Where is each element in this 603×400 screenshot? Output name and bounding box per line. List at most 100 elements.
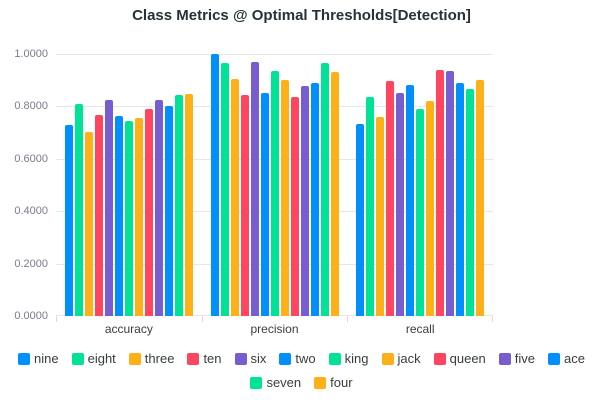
y-tick-label: 0.6000 — [14, 152, 48, 165]
bar-three-recall[interactable] — [376, 117, 385, 316]
plot-area — [56, 54, 493, 322]
legend-label: six — [250, 351, 267, 366]
bar-nine-recall[interactable] — [356, 124, 365, 316]
bar-ace-precision[interactable] — [310, 83, 319, 316]
bar-jack-accuracy[interactable] — [134, 117, 143, 316]
x-axis-ticks — [56, 316, 493, 322]
legend-row: nine eight three ten six two king jack queen five… — [18, 351, 585, 366]
legend-label: nine — [34, 351, 59, 366]
legend-item-eight[interactable]: eight — [71, 351, 116, 366]
y-tick-label: 0.2000 — [14, 257, 48, 270]
legend-label: two — [295, 351, 316, 366]
bar-five-precision[interactable] — [300, 86, 309, 316]
bar-six-precision[interactable] — [250, 62, 259, 316]
gridline — [56, 54, 493, 55]
legend-item-four[interactable]: four — [314, 375, 353, 390]
bar-group-precision — [202, 54, 348, 316]
legend-label: three — [144, 351, 175, 366]
legend-label: queen — [449, 351, 486, 366]
bar-ten-recall[interactable] — [386, 80, 395, 316]
bar-six-accuracy[interactable] — [104, 99, 113, 316]
legend-label: eight — [87, 351, 116, 366]
bar-three-accuracy[interactable] — [84, 131, 93, 316]
bar-jack-precision[interactable] — [280, 79, 289, 316]
bar-king-accuracy[interactable] — [124, 121, 133, 316]
legend-item-nine[interactable]: nine — [18, 351, 59, 366]
legend-label: four — [330, 375, 353, 390]
bar-five-accuracy[interactable] — [154, 99, 163, 316]
legend-item-ten[interactable]: ten — [187, 351, 222, 366]
bar-queen-precision[interactable] — [290, 97, 299, 316]
legend-marker-icon — [279, 352, 292, 365]
legend-marker-icon — [18, 352, 31, 365]
bar-six-recall[interactable] — [396, 93, 405, 316]
legend-marker-icon — [328, 352, 341, 365]
y-axis: 1.0000 0.8000 0.6000 0.4000 0.2000 0.0000 — [0, 48, 48, 322]
x-axis-label-precision: precision — [250, 322, 299, 336]
y-tick-label: 0.4000 — [14, 205, 48, 218]
legend-marker-icon — [128, 352, 141, 365]
bar-four-recall[interactable] — [476, 79, 485, 316]
bar-queen-accuracy[interactable] — [144, 108, 153, 316]
legend-marker-icon — [71, 352, 84, 365]
chart-title: Class Metrics @ Optimal Thresholds[Detec… — [132, 7, 471, 24]
legend: nine eight three ten six two king jack queen five… — [0, 351, 603, 390]
bar-ace-recall[interactable] — [456, 83, 465, 316]
x-axis-tick — [492, 316, 493, 322]
legend-label: ace — [564, 351, 585, 366]
legend-item-jack[interactable]: jack — [381, 351, 421, 366]
x-axis-label-recall: recall — [405, 322, 435, 336]
x-axis-tick — [201, 316, 203, 322]
bar-two-recall[interactable] — [406, 85, 415, 316]
bar-nine-precision[interactable] — [210, 54, 219, 316]
bar-eight-recall[interactable] — [366, 97, 375, 316]
legend-item-six[interactable]: six — [234, 351, 267, 366]
bar-queen-recall[interactable] — [436, 70, 445, 316]
legend-item-seven[interactable]: seven — [250, 375, 301, 390]
legend-marker-icon — [498, 352, 511, 365]
bar-nine-accuracy[interactable] — [64, 125, 73, 316]
bar-four-precision[interactable] — [330, 72, 339, 316]
bar-eight-accuracy[interactable] — [74, 104, 83, 316]
legend-label: king — [344, 351, 369, 366]
bar-group-accuracy — [56, 54, 202, 316]
bar-seven-precision[interactable] — [320, 62, 329, 316]
bar-jack-recall[interactable] — [426, 100, 435, 316]
bar-four-accuracy[interactable] — [184, 93, 193, 316]
legend-item-queen[interactable]: queen — [433, 351, 486, 366]
legend-marker-icon — [187, 352, 200, 365]
bar-eight-precision[interactable] — [220, 63, 229, 316]
bar-three-precision[interactable] — [230, 78, 239, 316]
y-tick-label: 1.0000 — [14, 48, 48, 60]
bar-five-recall[interactable] — [446, 71, 455, 316]
legend-label: ten — [203, 351, 222, 366]
bar-ten-precision[interactable] — [240, 95, 249, 316]
legend-row: seven four — [250, 375, 353, 390]
bar-king-recall[interactable] — [416, 109, 425, 316]
legend-label: jack — [397, 351, 421, 366]
legend-item-five[interactable]: five — [498, 351, 536, 366]
bar-two-precision[interactable] — [260, 93, 269, 316]
bar-groups — [56, 54, 493, 316]
legend-marker-icon — [433, 352, 446, 365]
legend-marker-icon — [381, 352, 394, 365]
legend-label: five — [514, 351, 536, 366]
legend-label: seven — [266, 375, 302, 390]
bar-seven-recall[interactable] — [466, 88, 475, 316]
y-tick-label: 0.8000 — [14, 100, 48, 113]
x-axis-tick — [56, 316, 57, 322]
bar-seven-accuracy[interactable] — [174, 95, 183, 316]
x-axis-label-accuracy: accuracy — [104, 322, 153, 336]
legend-item-two[interactable]: two — [279, 351, 316, 366]
legend-item-king[interactable]: king — [328, 351, 369, 366]
legend-marker-icon — [548, 352, 561, 365]
bar-king-precision[interactable] — [270, 70, 279, 316]
legend-item-three[interactable]: three — [128, 351, 175, 366]
legend-marker-icon — [234, 352, 247, 365]
legend-item-ace[interactable]: ace — [548, 351, 585, 366]
bar-two-accuracy[interactable] — [114, 116, 123, 316]
y-tick-label: 0.0000 — [14, 310, 48, 322]
bar-ten-accuracy[interactable] — [94, 115, 103, 316]
bar-ace-accuracy[interactable] — [164, 106, 173, 316]
